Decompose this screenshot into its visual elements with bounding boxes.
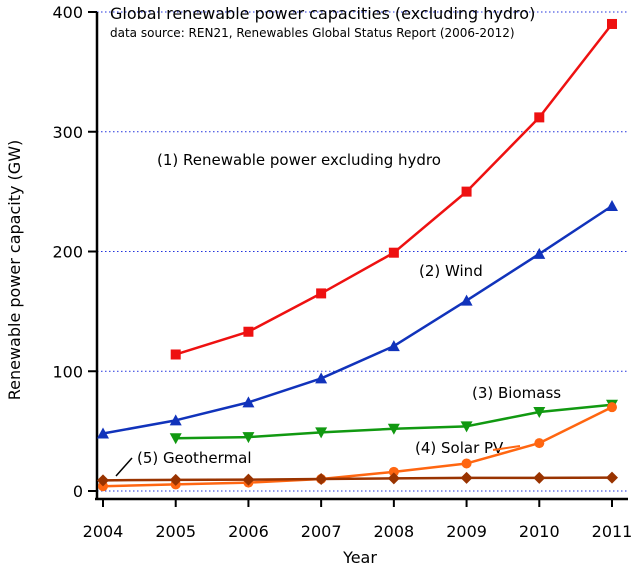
point-4-solar-pv-2009: [461, 458, 472, 469]
point-2-wind-2007: [315, 372, 328, 384]
point-5-geothermal-2010: [533, 471, 546, 484]
point-2-wind-2011: [606, 199, 618, 211]
point-3-biomass-2007: [315, 427, 328, 439]
point-1-renewable-power-excluding-hydro-2011: [607, 18, 617, 29]
series-line-2-wind: [102, 204, 613, 435]
point-2-wind-2008: [387, 340, 400, 352]
x-tick-label-2011: 2011: [592, 522, 633, 541]
series-label-geothermal: (5) Geothermal: [137, 449, 252, 467]
x-tick-label-2010: 2010: [519, 522, 560, 541]
y-axis-label: Renewable power capacity (GW): [5, 140, 24, 401]
y-tick-label-400: 400: [52, 3, 83, 22]
point-5-geothermal-2008: [387, 472, 400, 485]
point-1-renewable-power-excluding-hydro-2007: [316, 288, 327, 299]
geothermal-leader-line: [115, 457, 133, 477]
gridlines: [97, 11, 628, 492]
x-tick-label-2006: 2006: [228, 522, 269, 541]
point-3-biomass-2010: [533, 406, 546, 418]
point-2-wind-2004: [97, 427, 109, 439]
series-label-total: (1) Renewable power excluding hydro: [157, 151, 441, 169]
point-2-wind-2006: [242, 396, 255, 408]
chart-subtitle: data source: REN21, Renewables Global St…: [110, 26, 515, 40]
point-5-geothermal-2004: [97, 474, 109, 487]
point-3-biomass-2006: [242, 432, 255, 444]
point-3-biomass-2005: [169, 433, 182, 445]
y-tick-label-100: 100: [52, 362, 83, 381]
point-5-geothermal-2009: [460, 471, 473, 484]
point-5-geothermal-2011: [606, 471, 618, 484]
x-ticks: 2004 2005 2006 2007 2008 2009 2010 2011: [83, 499, 633, 541]
y-tick-label-200: 200: [52, 243, 83, 262]
point-4-solar-pv-2010: [534, 438, 545, 449]
point-4-solar-pv-2011: [607, 402, 617, 413]
point-2-wind-2005: [169, 414, 182, 426]
series-line-4-solar-pv: [102, 406, 613, 488]
x-axis-label: Year: [342, 548, 377, 567]
y-tick-label-0: 0: [73, 482, 83, 501]
series-label-wind: (2) Wind: [419, 262, 483, 280]
point-2-wind-2009: [460, 294, 473, 306]
solar-leader-line: [492, 445, 521, 451]
x-tick-label-2004: 2004: [83, 522, 124, 541]
point-5-geothermal-2006: [242, 473, 255, 486]
chart-title: Global renewable power capacities (exclu…: [110, 4, 535, 23]
point-2-wind-2010: [533, 247, 546, 259]
point-3-biomass-2009: [460, 421, 473, 433]
point-1-renewable-power-excluding-hydro-2006: [243, 326, 254, 337]
axes: [95, 12, 628, 501]
series-line-5-geothermal: [102, 476, 613, 482]
point-4-solar-pv-2008: [388, 466, 399, 477]
point-3-biomass-2008: [387, 423, 400, 435]
y-ticks: 0 100 200 300 400: [52, 3, 97, 501]
series-group: [97, 18, 618, 492]
y-tick-label-300: 300: [52, 123, 83, 142]
x-tick-label-2009: 2009: [446, 522, 487, 541]
series-line-1-renewable-power-excluding-hydro: [175, 23, 613, 356]
series-label-biomass: (3) Biomass: [472, 384, 561, 402]
point-1-renewable-power-excluding-hydro-2010: [534, 112, 545, 123]
x-tick-label-2007: 2007: [301, 522, 342, 541]
point-1-renewable-power-excluding-hydro-2005: [170, 349, 181, 360]
point-5-geothermal-2007: [315, 473, 328, 486]
x-tick-label-2008: 2008: [373, 522, 414, 541]
series-label-solar: (4) Solar PV: [415, 439, 504, 457]
point-5-geothermal-2005: [169, 473, 182, 486]
point-1-renewable-power-excluding-hydro-2009: [461, 186, 472, 197]
x-tick-label-2005: 2005: [155, 522, 196, 541]
point-1-renewable-power-excluding-hydro-2008: [388, 247, 399, 258]
